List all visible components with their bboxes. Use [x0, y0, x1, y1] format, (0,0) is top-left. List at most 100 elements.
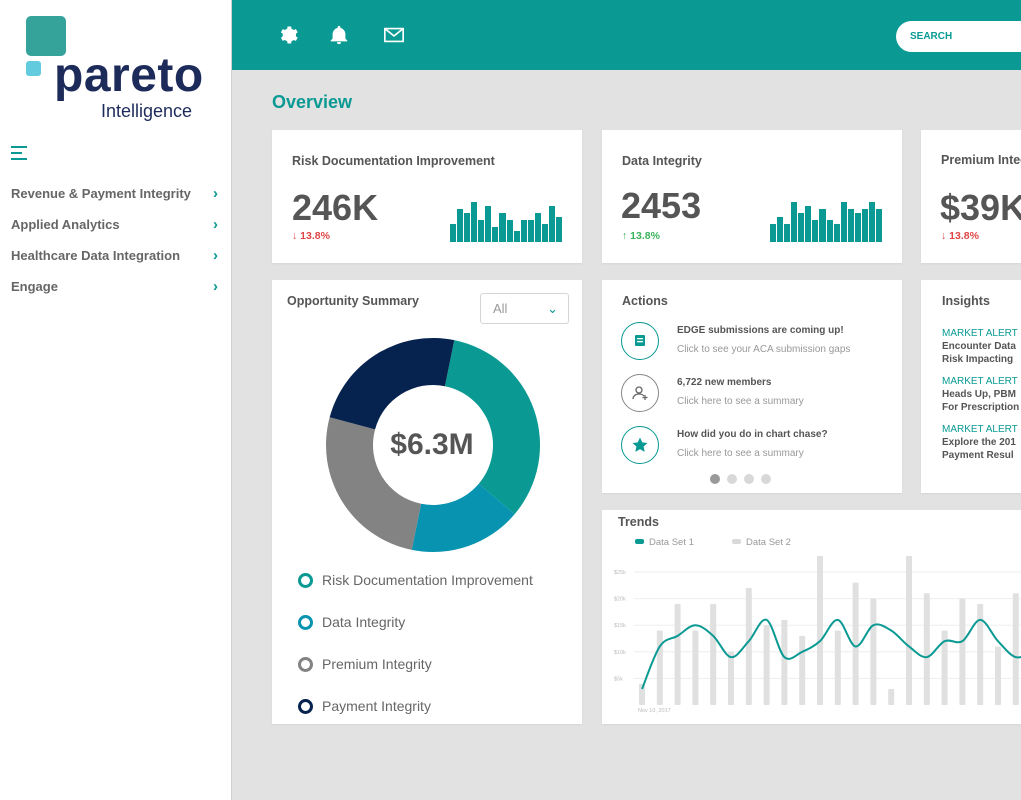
- sparkbar: [770, 223, 777, 242]
- legend-label[interactable]: Data Set 2: [746, 537, 791, 548]
- trend-bar[interactable]: [799, 635, 806, 705]
- kpi-title: Premium Integrity: [941, 153, 1021, 167]
- trend-bar[interactable]: [710, 603, 717, 705]
- action-item-edge-submissions[interactable]: EDGE submissions are coming up! Click to…: [621, 322, 881, 366]
- nav-healthcare-data-integration[interactable]: Healthcare Data Integration ›: [11, 248, 221, 263]
- opportunity-donut-chart: [326, 338, 540, 552]
- nav-label: Revenue & Payment Integrity: [11, 186, 191, 201]
- carousel-dot[interactable]: [761, 474, 771, 484]
- legend-item-risk-documentation[interactable]: Risk Documentation Improvement: [298, 570, 533, 590]
- bell-icon[interactable]: [328, 24, 350, 46]
- sparkbar: [457, 209, 464, 242]
- kpi-value: 2453: [621, 185, 702, 226]
- carousel-dot[interactable]: [744, 474, 754, 484]
- trend-bar[interactable]: [745, 587, 752, 705]
- donut-segment[interactable]: [326, 417, 422, 550]
- trend-bar[interactable]: [656, 630, 663, 705]
- kpi-sparkbars: [770, 202, 882, 242]
- sparkbar: [840, 202, 847, 242]
- kpi-value: $39K: [940, 187, 1021, 228]
- donut-segment[interactable]: [411, 483, 515, 552]
- carousel-dot[interactable]: [710, 474, 720, 484]
- insight-text[interactable]: Explore the 201 Payment Resul: [942, 437, 1016, 461]
- nav-revenue-payment-integrity[interactable]: Revenue & Payment Integrity ›: [11, 186, 221, 201]
- kpi-card-risk-documentation[interactable]: Risk Documentation Improvement 246K ↓ 13…: [272, 130, 582, 263]
- card-title: Actions: [622, 294, 668, 308]
- logo-mark: [26, 16, 66, 56]
- insight-text[interactable]: Encounter Data Risk Impacting: [942, 341, 1016, 365]
- gear-icon[interactable]: [277, 24, 299, 46]
- y-tick-label: $20k: [614, 597, 626, 603]
- trend-bar[interactable]: [906, 556, 912, 705]
- nav-applied-analytics[interactable]: Applied Analytics ›: [11, 217, 221, 232]
- donut-total: $6.3M: [390, 428, 474, 461]
- opportunity-filter-dropdown[interactable]: All ⌄: [480, 293, 569, 324]
- pareto-logo[interactable]: pareto Intelligence: [26, 16, 216, 126]
- sparkbar: [534, 212, 541, 242]
- donut-segment[interactable]: [329, 338, 455, 430]
- trend-bar[interactable]: [870, 598, 877, 705]
- add-user-icon: [621, 374, 659, 412]
- chevron-right-icon: ›: [213, 278, 218, 295]
- trends-chart: Data Set 1 Data Set 2 $25k $20k $15k $10k $5k N…: [614, 537, 1021, 714]
- action-item-chart-chase[interactable]: How did you do in chart chase? Click her…: [621, 426, 881, 470]
- insight-tag[interactable]: MARKET ALERT: [942, 424, 1018, 435]
- kpi-card-data-integrity[interactable]: Data Integrity 2453 ↑ 13.8%: [602, 130, 902, 263]
- trend-bar[interactable]: [852, 582, 859, 705]
- trend-bar[interactable]: [763, 625, 770, 705]
- legend-item-premium-integrity[interactable]: Premium Integrity: [298, 654, 432, 674]
- action-title: EDGE submissions are coming up!: [677, 325, 844, 336]
- mail-icon[interactable]: [382, 24, 406, 46]
- sidebar: pareto Intelligence Revenue & Payment In…: [0, 0, 232, 800]
- y-tick-label: $25k: [614, 570, 626, 576]
- kpi-delta: ↑ 13.8%: [622, 230, 660, 242]
- menu-icon[interactable]: [11, 146, 27, 160]
- trend-bar[interactable]: [834, 630, 841, 705]
- insight-tag[interactable]: MARKET ALERT: [942, 376, 1018, 387]
- trend-bar[interactable]: [959, 598, 966, 705]
- trend-bar[interactable]: [781, 619, 788, 705]
- trend-bar[interactable]: [1012, 593, 1019, 705]
- trend-bar[interactable]: [639, 683, 645, 705]
- nav-label: Applied Analytics: [11, 217, 120, 232]
- sparkbar: [875, 209, 882, 242]
- legend-label[interactable]: Data Set 1: [649, 537, 694, 548]
- trend-bar[interactable]: [692, 630, 699, 705]
- legend-ring-icon: [298, 614, 313, 630]
- legend-label: Premium Integrity: [322, 656, 432, 672]
- legend-item-data-integrity[interactable]: Data Integrity: [298, 612, 405, 632]
- y-tick-label: $10k: [614, 650, 626, 656]
- kpi-card-premium-integrity[interactable]: Premium Integrity $39K ↓ 13.8%: [921, 130, 1021, 263]
- nav-label: Engage: [11, 279, 58, 294]
- sparkbar: [868, 202, 875, 242]
- kpi-delta: ↓ 13.8%: [292, 230, 330, 242]
- sparkbar: [520, 220, 527, 242]
- logo-wordmark: pareto: [54, 49, 204, 102]
- trend-line[interactable]: [641, 618, 1021, 690]
- trend-bar[interactable]: [923, 593, 930, 705]
- insight-tag[interactable]: MARKET ALERT: [942, 328, 1018, 339]
- insight-text[interactable]: Heads Up, PBM For Prescription: [942, 389, 1020, 413]
- card-title: Opportunity Summary: [287, 294, 419, 308]
- legend-ring-icon: [298, 656, 313, 672]
- donut-segment[interactable]: [444, 340, 540, 515]
- sparkbar: [805, 205, 812, 242]
- sparkbar: [812, 220, 819, 242]
- search-input[interactable]: SEARCH: [896, 21, 1021, 52]
- opportunity-summary-card: Opportunity Summary All ⌄ $6.3M Risk Doc…: [272, 280, 582, 724]
- carousel-dot[interactable]: [727, 474, 737, 484]
- action-item-new-members[interactable]: 6,722 new members Click here to see a su…: [621, 374, 881, 418]
- trend-bar[interactable]: [995, 646, 1001, 705]
- nav-engage[interactable]: Engage ›: [11, 279, 221, 294]
- sparkbar: [492, 227, 499, 242]
- trend-bar[interactable]: [977, 603, 984, 705]
- trend-bar[interactable]: [888, 689, 895, 705]
- legend-item-payment-integrity[interactable]: Payment Integrity: [298, 696, 431, 716]
- card-title: Insights: [942, 294, 990, 308]
- trend-bar[interactable]: [817, 556, 823, 705]
- trend-bar[interactable]: [728, 651, 734, 705]
- trend-bar[interactable]: [941, 630, 948, 705]
- sparkbar: [513, 231, 520, 242]
- trend-bar[interactable]: [674, 603, 681, 705]
- sparkbar: [471, 202, 478, 242]
